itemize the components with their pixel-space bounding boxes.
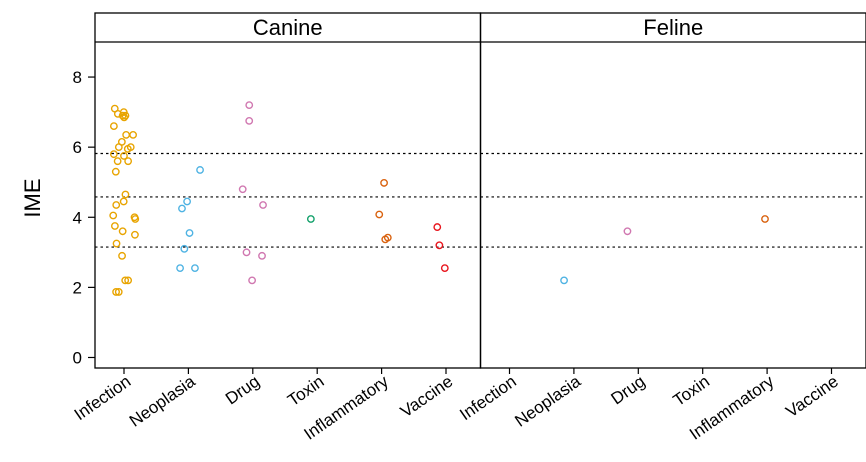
x-tick-label: Toxin <box>284 372 327 410</box>
panel-border <box>94 12 482 369</box>
data-point <box>121 276 130 285</box>
x-tick-label: Vaccine <box>782 372 841 422</box>
y-axis-title: IME <box>20 178 45 217</box>
data-point <box>440 264 449 272</box>
y-tick-label: 0 <box>73 348 82 367</box>
data-point <box>131 230 139 239</box>
strip-label: Feline <box>643 15 703 40</box>
data-point <box>120 152 128 160</box>
x-tick-label: Infection <box>71 372 135 424</box>
data-point <box>185 229 194 237</box>
y-tick-label: 2 <box>73 278 82 297</box>
data-point <box>124 157 133 166</box>
panel-border <box>479 12 866 369</box>
x-tick-label: Neoplasia <box>511 371 584 430</box>
data-point <box>306 215 315 223</box>
data-point <box>131 215 140 223</box>
data-point <box>119 197 128 206</box>
data-point <box>129 130 137 139</box>
data-point <box>114 143 123 152</box>
data-point <box>123 145 132 153</box>
data-point <box>114 288 123 296</box>
data-point <box>124 276 133 285</box>
data-point <box>178 204 186 213</box>
data-point <box>113 157 122 166</box>
data-point <box>191 264 199 272</box>
data-point <box>259 201 267 209</box>
data-point <box>196 166 204 174</box>
data-point <box>183 197 191 206</box>
data-point <box>375 210 384 219</box>
data-point <box>113 109 122 118</box>
data-point <box>109 150 118 159</box>
data-point <box>110 222 119 230</box>
data-point <box>380 179 388 187</box>
data-point <box>258 251 266 260</box>
data-point <box>560 276 568 285</box>
data-point <box>109 211 118 220</box>
data-point <box>180 244 189 253</box>
x-tick-label: Infection <box>456 372 520 424</box>
data-point <box>761 215 769 223</box>
data-point <box>433 223 442 231</box>
y-tick-label: 8 <box>73 68 82 87</box>
y-tick-label: 6 <box>73 138 82 157</box>
data-point <box>120 113 129 122</box>
data-point <box>238 185 247 194</box>
data-point <box>118 111 127 120</box>
data-point <box>381 235 390 244</box>
data-point <box>111 167 120 176</box>
data-point <box>245 116 254 125</box>
data-point <box>118 251 126 260</box>
data-point <box>623 227 632 236</box>
data-point <box>245 101 254 109</box>
strip-label: Canine <box>253 15 323 40</box>
x-tick-label: Neoplasia <box>126 371 199 430</box>
data-point <box>176 264 184 272</box>
data-point <box>112 239 121 248</box>
data-point <box>242 248 251 257</box>
data-point <box>248 276 256 285</box>
x-tick-label: Vaccine <box>397 372 456 422</box>
data-point <box>118 227 127 236</box>
data-point <box>121 190 130 199</box>
x-tick-label: Toxin <box>670 372 713 410</box>
data-point <box>112 288 120 296</box>
data-point <box>109 122 118 131</box>
y-tick-label: 4 <box>73 208 82 227</box>
x-tick-label: Drug <box>222 372 263 409</box>
data-point <box>121 111 130 120</box>
data-point <box>122 130 131 139</box>
x-tick-label: Drug <box>608 372 649 409</box>
data-point <box>435 241 444 250</box>
data-point <box>112 201 121 209</box>
y-axis: 0 2 4 6 8 <box>73 68 95 367</box>
